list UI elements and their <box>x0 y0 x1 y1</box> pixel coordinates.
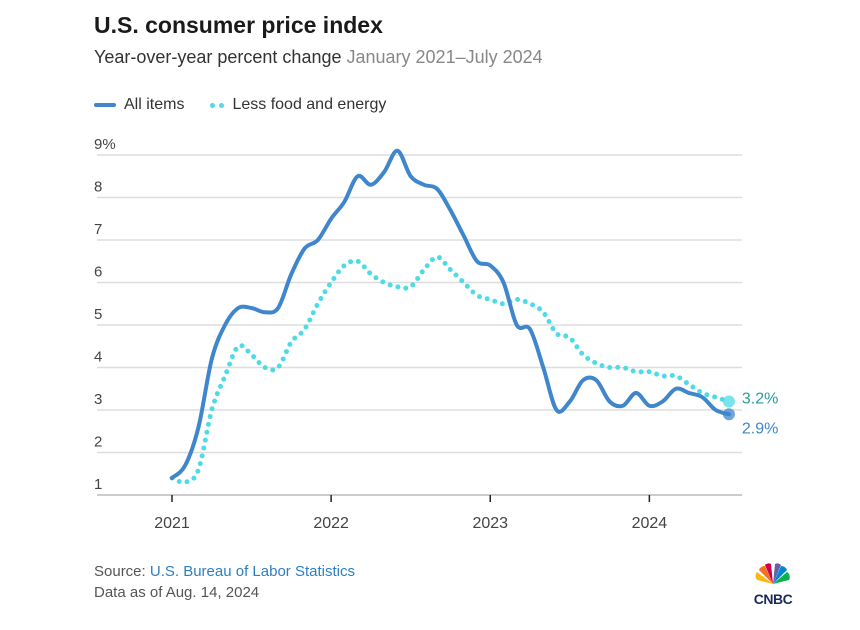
cnbc-logo: CNBC <box>750 562 796 607</box>
data-date: Data as of Aug. 14, 2024 <box>94 584 260 601</box>
legend-label: All items <box>124 96 185 113</box>
y-tick-label: 5 <box>94 306 102 323</box>
end-point-marker <box>722 395 735 408</box>
y-tick-label: 7 <box>94 221 102 238</box>
x-tick-label: 2021 <box>154 515 190 532</box>
chart-subtitle: Year-over-year percent change January 20… <box>94 47 543 68</box>
series-line-less-food-energy <box>169 254 732 485</box>
y-tick-label: 2 <box>94 434 102 451</box>
source-note: Source: U.S. Bureau of Labor Statistics … <box>94 561 355 603</box>
source-link[interactable]: U.S. Bureau of Labor Statistics <box>149 563 355 580</box>
source-label: Source: <box>94 563 146 580</box>
legend-item-all-items: All items <box>94 96 184 114</box>
y-tick-label: 6 <box>94 264 102 281</box>
x-tick-label: 2023 <box>472 515 508 532</box>
end-point-marker <box>722 408 735 421</box>
subtitle-range: January 2021–July 2024 <box>346 47 543 67</box>
solid-line-swatch <box>94 103 116 107</box>
legend-item-core: Less food and energy <box>210 96 386 114</box>
y-tick-label: 4 <box>94 349 102 366</box>
chart-title: U.S. consumer price index <box>94 12 383 38</box>
y-tick-label: 9% <box>94 136 116 153</box>
end-value-label: 3.2% <box>742 391 778 408</box>
x-tick-label: 2022 <box>313 515 349 532</box>
legend-label: Less food and energy <box>232 96 387 113</box>
subtitle-text: Year-over-year percent change <box>94 47 342 67</box>
y-tick-label: 8 <box>94 179 102 196</box>
legend: All items Less food and energy <box>94 96 386 114</box>
y-tick-label: 1 <box>94 476 102 493</box>
x-tick-label: 2024 <box>632 515 668 532</box>
series-line-all-items <box>170 148 731 480</box>
dotted-line-swatch <box>210 102 225 108</box>
end-value-label: 2.9% <box>742 420 778 437</box>
y-tick-label: 3 <box>94 391 102 408</box>
